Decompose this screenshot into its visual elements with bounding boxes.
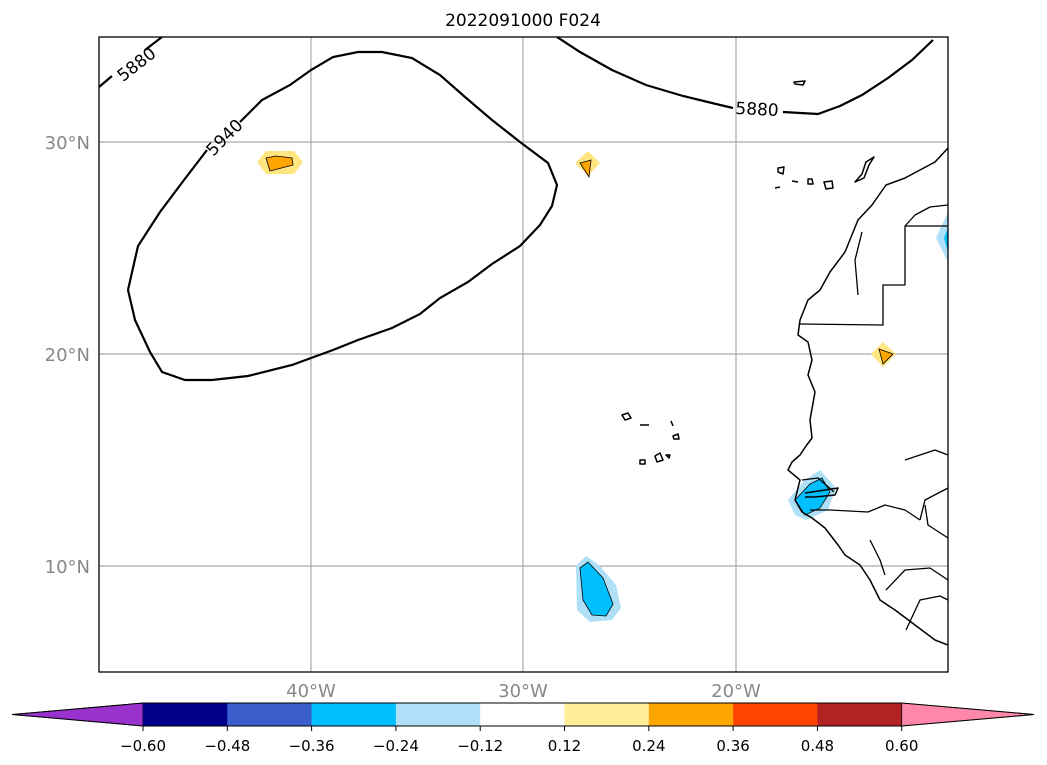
- colorbar-tick-label: −0.12: [457, 737, 503, 755]
- colorbar-segment: [395, 703, 481, 726]
- contour-5940: [126, 50, 559, 382]
- contour-label-west: 5880: [114, 44, 160, 86]
- country-borders: [799, 204, 948, 631]
- colorbar-extend-high: [901, 702, 1035, 727]
- cold-blob-south: [576, 556, 621, 622]
- lon-label-20w: 20°W: [711, 681, 761, 702]
- colorbar-tick-label: −0.48: [204, 737, 250, 755]
- colorbar: −0.60 −0.48 −0.36 −0.24 −0.12 0.12 0.24 0.36 0.4…: [11, 702, 1035, 755]
- lon-label-30w: 30°W: [498, 681, 548, 702]
- contour-label-east: 5880: [735, 99, 779, 121]
- map-title: 2022091000 F024: [445, 11, 601, 31]
- contour-5880-west-b: [144, 37, 163, 51]
- contour-5880-west-a: [99, 75, 113, 88]
- latitude-labels: 30°N 20°N 10°N: [45, 133, 90, 578]
- contour-5880-east-a: [556, 37, 734, 110]
- colorbar-segment: [311, 703, 397, 726]
- colorbar-tick-label: −0.24: [373, 737, 419, 755]
- height-contours: [99, 37, 934, 382]
- contour-5880-east-b: [782, 39, 934, 116]
- colorbar-segment: [648, 703, 734, 726]
- coastlines: [621, 80, 948, 646]
- colorbar-tick-label: 0.60: [885, 737, 918, 755]
- lat-label-20n: 20°N: [45, 345, 90, 366]
- lat-label-30n: 30°N: [45, 133, 90, 154]
- colorbar-segment: [480, 703, 565, 726]
- cold-blob-east: [936, 212, 948, 262]
- colorbar-tick-label: −0.36: [289, 737, 335, 755]
- lon-label-40w: 40°W: [286, 681, 336, 702]
- cape-verde-islands: [621, 412, 680, 465]
- madeira-island: [793, 80, 806, 86]
- colorbar-segment: [143, 703, 228, 726]
- warm-blob-africa: [871, 342, 896, 367]
- contour-labels: 5880 5940 5880: [114, 44, 779, 161]
- colorbar-segment: [817, 703, 903, 726]
- colorbar-segment: [733, 703, 818, 726]
- map-panel: 5880 5940 5880 30°N 20°N 10°N 40°W 30°W …: [45, 36, 949, 702]
- anomaly-shading: [257, 151, 948, 622]
- colorbar-tick-label: 0.24: [632, 737, 665, 755]
- canary-islands: [774, 156, 875, 190]
- colorbar-segment: [564, 703, 650, 726]
- colorbar-tick-label: −0.60: [120, 737, 166, 755]
- longitude-labels: 40°W 30°W 20°W: [286, 681, 761, 702]
- africa-coastline: [787, 147, 948, 646]
- lat-label-10n: 10°N: [45, 557, 90, 578]
- colorbar-tick-label: 0.48: [801, 737, 834, 755]
- warm-blob-west: [257, 151, 303, 174]
- colorbar-tick-label: 0.36: [716, 737, 749, 755]
- colorbar-segments: [11, 702, 1035, 727]
- gridlines: [99, 37, 948, 672]
- colorbar-tick-label: 0.12: [548, 737, 581, 755]
- map-frame: [98, 36, 949, 673]
- colorbar-ticks: −0.60 −0.48 −0.36 −0.24 −0.12 0.12 0.24 0.36 0.4…: [120, 726, 918, 755]
- gambia-outline: [804, 487, 839, 498]
- colorbar-segment: [227, 703, 313, 726]
- warm-blob-center: [575, 151, 600, 179]
- colorbar-extend-low: [11, 702, 144, 727]
